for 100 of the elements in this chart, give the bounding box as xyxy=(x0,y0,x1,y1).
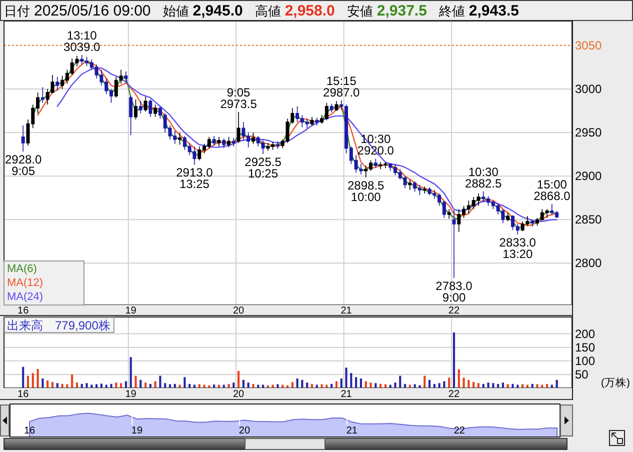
bar xyxy=(320,384,323,388)
candlestick xyxy=(452,210,456,278)
candlestick xyxy=(144,96,148,112)
bar xyxy=(26,376,30,388)
annotation: 2925.5 10:25 xyxy=(244,154,282,180)
bar xyxy=(340,378,342,388)
y-tick-label: 2800 xyxy=(575,256,602,270)
x-tick-label: 19 xyxy=(125,306,137,316)
bar xyxy=(140,380,142,388)
bar xyxy=(364,381,367,388)
x-tick-label: 19 xyxy=(125,389,137,400)
bar xyxy=(198,384,200,388)
annotation: 9:05 2973.5 xyxy=(220,86,257,112)
x-tick-label: 20 xyxy=(238,426,250,436)
x-tick-label: 22 xyxy=(454,426,466,436)
annotation: 10:30 2882.5 xyxy=(465,164,502,190)
candlestick xyxy=(222,138,226,149)
bar xyxy=(458,369,460,388)
x-tick-label: 16 xyxy=(24,426,36,436)
x-tick-label: 19 xyxy=(131,426,143,436)
bar xyxy=(399,376,402,388)
legend: MA(6) MA(12) MA(24) xyxy=(4,260,84,306)
y-tick-label: 2850 xyxy=(575,212,602,227)
bar xyxy=(335,381,338,388)
candlestick xyxy=(422,186,426,194)
candlestick xyxy=(21,125,25,152)
text: 2025/05/16 09:00 xyxy=(34,2,151,20)
candlestick xyxy=(315,117,319,126)
chart-title: 出来高 779,900株 xyxy=(7,318,110,332)
candlestick xyxy=(148,99,152,118)
bar xyxy=(556,380,558,388)
x-tick-label: 16 xyxy=(18,389,30,400)
bar xyxy=(110,384,112,388)
candlestick xyxy=(56,76,60,92)
y-tick-label: 150 xyxy=(575,340,596,354)
y-tick-label: 2900 xyxy=(575,169,602,184)
bar xyxy=(228,384,230,388)
candlestick xyxy=(334,100,338,112)
text: 安値 xyxy=(346,4,373,18)
x-tick-label: 21 xyxy=(340,389,352,400)
bar xyxy=(36,369,39,388)
bar xyxy=(424,376,426,388)
bar xyxy=(438,383,440,388)
annotation: 2783.0 9:00 xyxy=(436,279,472,304)
bar xyxy=(159,376,162,388)
bar xyxy=(56,383,58,388)
bar xyxy=(370,382,372,388)
text: 日付 xyxy=(4,4,30,18)
bar xyxy=(252,384,254,388)
bar xyxy=(291,382,294,388)
candlestick xyxy=(124,71,128,82)
candlestick xyxy=(178,132,182,146)
annotation: 15:00 2868.0 xyxy=(534,177,570,203)
text: 終値 xyxy=(438,4,465,18)
bar xyxy=(120,383,122,388)
candlestick xyxy=(134,99,138,120)
bar xyxy=(51,382,54,388)
x-tick-label: 20 xyxy=(232,389,245,400)
x-tick-label: 22 xyxy=(448,389,460,400)
bar xyxy=(96,384,98,388)
bar xyxy=(452,332,456,388)
bar xyxy=(242,380,244,388)
candlestick xyxy=(251,132,255,144)
candlestick xyxy=(530,219,534,227)
bar xyxy=(468,380,470,388)
bar xyxy=(22,366,24,388)
candlestick xyxy=(129,96,133,136)
bar xyxy=(134,376,137,388)
annotation: 2913.0 13:25 xyxy=(176,166,213,192)
text: 2,945.0 xyxy=(192,2,243,20)
bar xyxy=(301,380,304,388)
text: 始値 xyxy=(162,4,189,18)
bar xyxy=(71,374,74,388)
annotation: 13:10 3039.0 xyxy=(64,28,100,54)
bar xyxy=(203,384,206,388)
y-tick-label: 100 xyxy=(575,354,596,368)
candlestick xyxy=(232,137,236,147)
bar xyxy=(443,381,446,388)
bar xyxy=(168,384,172,388)
bar xyxy=(124,381,127,388)
text: 高値 xyxy=(254,4,281,18)
text: 2,943.5 xyxy=(468,2,519,20)
y-tick-label: 2950 xyxy=(575,126,602,140)
bar xyxy=(355,377,358,388)
bar xyxy=(360,378,362,388)
candlestick xyxy=(408,179,412,190)
bar xyxy=(506,384,509,388)
bar xyxy=(66,384,68,388)
bar xyxy=(374,383,377,388)
candlestick xyxy=(310,116,314,126)
bar xyxy=(184,377,186,388)
text: 2,958.0 xyxy=(284,2,335,20)
candlestick xyxy=(40,86,44,104)
bar xyxy=(487,382,490,388)
annotation: 15:15 2987.0 xyxy=(323,74,360,100)
bar xyxy=(32,373,34,388)
bar xyxy=(472,382,475,388)
bar xyxy=(42,378,44,388)
bar xyxy=(448,378,450,388)
bar xyxy=(61,384,64,388)
